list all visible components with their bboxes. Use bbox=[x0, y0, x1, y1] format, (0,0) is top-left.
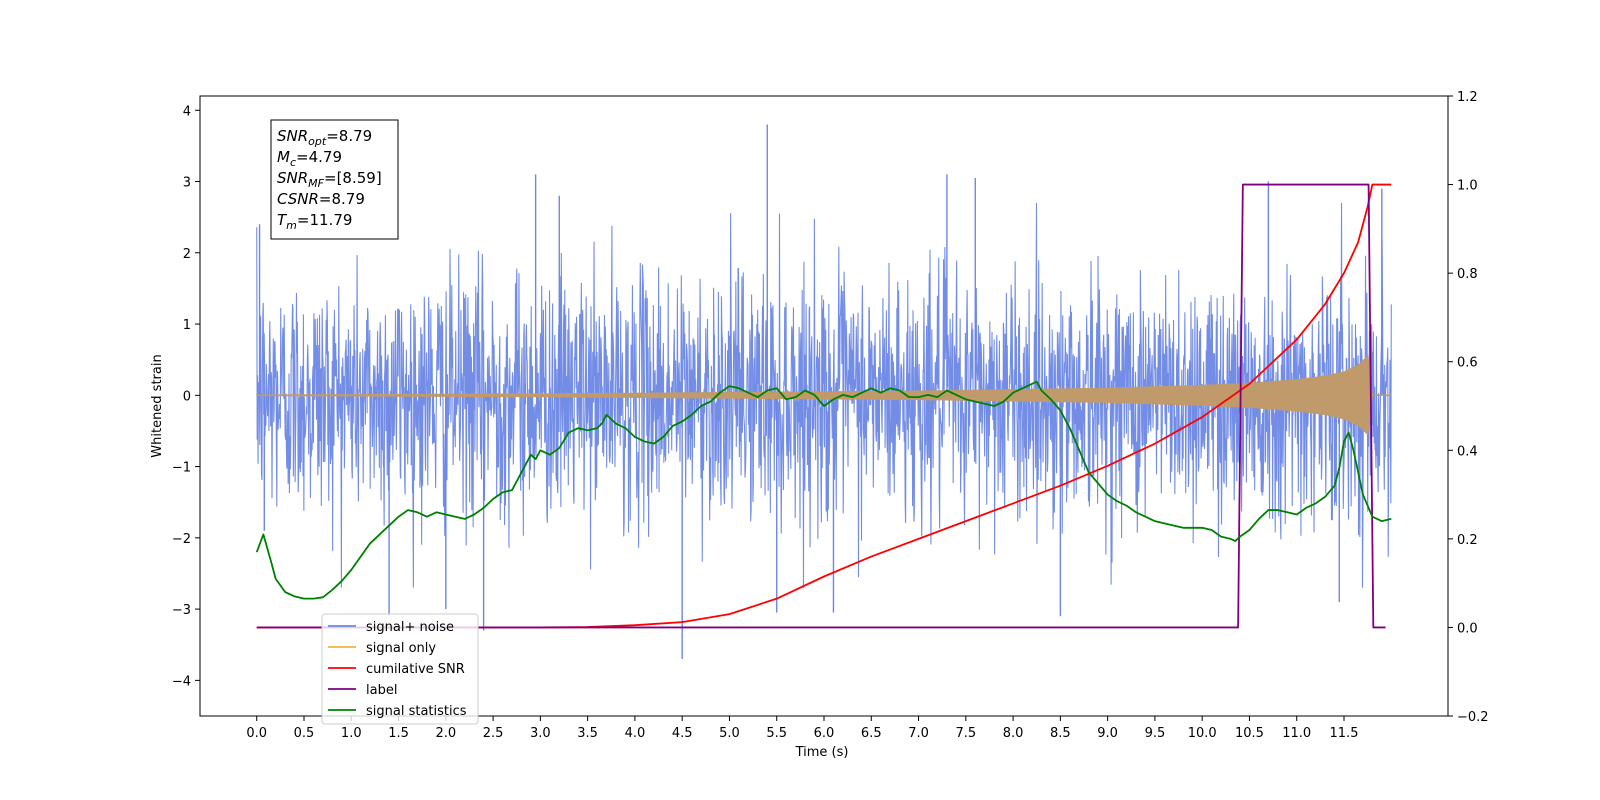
x-tick-label: 9.5 bbox=[1145, 726, 1166, 741]
y-axis-right: −0.2 0.0 0.2 0.4 0.6 0.8 1.0 1.2 bbox=[1448, 90, 1489, 725]
x-tick-label: 7.0 bbox=[908, 726, 929, 741]
x-tick-label: 2.0 bbox=[435, 726, 456, 741]
x-tick-label: 4.5 bbox=[672, 726, 693, 741]
annotation-frame bbox=[270, 119, 399, 240]
x-tick-label: 7.5 bbox=[955, 726, 976, 741]
series-label-line bbox=[256, 183, 1386, 629]
annotation-line: Tm=11.79 bbox=[277, 211, 352, 232]
series-signal-noise-line bbox=[256, 202, 1392, 588]
x-tick-label: 0.5 bbox=[294, 726, 315, 741]
x-axis: 0.0 0.5 1.0 1.5 2.0 2.5 3.0 3.5 4.0 4.5 5.0 5.5 6.0 6… bbox=[246, 716, 1358, 741]
x-tick-label: 8.0 bbox=[1003, 726, 1024, 741]
y-right-tick-label: 1.2 bbox=[1457, 90, 1478, 105]
x-tick-label: 11.0 bbox=[1282, 726, 1311, 741]
y-right-tick-label: 0.6 bbox=[1457, 356, 1478, 371]
x-tick-label: 6.5 bbox=[861, 726, 882, 741]
legend-label: signal+ noise bbox=[366, 620, 454, 635]
x-tick-label: 8.5 bbox=[1050, 726, 1071, 741]
x-tick-label: 1.0 bbox=[341, 726, 362, 741]
legend: signal+ noise signal only cumilative SNR la… bbox=[321, 613, 479, 725]
x-axis-title: Time (s) bbox=[795, 745, 849, 760]
x-tick-label: 4.0 bbox=[625, 726, 646, 741]
x-tick-label: 0.0 bbox=[246, 726, 267, 741]
x-tick-label: 10.5 bbox=[1235, 726, 1264, 741]
x-tick-label: 3.5 bbox=[577, 726, 598, 741]
y-left-tick-label: −3 bbox=[172, 603, 191, 618]
legend-label: signal statistics bbox=[366, 704, 467, 719]
annotation-line: SNRMF=[8.59] bbox=[277, 169, 382, 190]
legend-label: signal only bbox=[366, 641, 436, 656]
y-left-tick-label: 4 bbox=[183, 104, 191, 119]
y-right-tick-label: 0.0 bbox=[1457, 621, 1478, 636]
x-tick-label: 6.0 bbox=[814, 726, 835, 741]
legend-frame bbox=[321, 613, 479, 725]
y-left-tick-label: 0 bbox=[183, 389, 191, 404]
y-left-tick-label: 2 bbox=[183, 247, 191, 262]
x-tick-label: 5.0 bbox=[719, 726, 740, 741]
y-axis-left: −4 −3 −2 −1 0 1 2 3 4 bbox=[172, 104, 200, 689]
y-right-tick-label: 0.4 bbox=[1457, 444, 1478, 459]
annotation-line: CSNR=8.79 bbox=[277, 190, 365, 208]
x-tick-label: 9.0 bbox=[1097, 726, 1118, 741]
x-tick-label: 1.5 bbox=[388, 726, 409, 741]
x-tick-label: 2.5 bbox=[483, 726, 504, 741]
y-axis-title: Whitened strain bbox=[150, 354, 165, 457]
series-signal-statistics-line bbox=[255, 380, 1392, 600]
legend-label: label bbox=[366, 683, 397, 698]
y-left-tick-label: 3 bbox=[183, 176, 191, 191]
y-right-tick-label: 0.8 bbox=[1457, 267, 1478, 282]
annotation-line: SNRopt=8.79 bbox=[277, 127, 372, 148]
legend-label: cumilative SNR bbox=[366, 662, 465, 677]
y-left-tick-label: −1 bbox=[172, 461, 191, 476]
x-tick-label: 3.0 bbox=[530, 726, 551, 741]
series-cumulative-snr-line bbox=[256, 183, 1392, 629]
y-right-tick-label: −0.2 bbox=[1457, 710, 1489, 725]
y-right-tick-label: 1.0 bbox=[1457, 179, 1478, 194]
y-left-tick-label: −4 bbox=[172, 674, 191, 689]
annotation-line: Mc=4.79 bbox=[277, 148, 342, 169]
y-left-tick-label: 1 bbox=[183, 318, 191, 333]
y-left-tick-label: −2 bbox=[172, 532, 191, 547]
x-tick-label: 10.0 bbox=[1188, 726, 1217, 741]
x-tick-label: 11.5 bbox=[1330, 726, 1359, 741]
plot-series bbox=[255, 124, 1392, 659]
y-right-tick-label: 0.2 bbox=[1457, 533, 1478, 548]
x-tick-label: 5.5 bbox=[766, 726, 787, 741]
